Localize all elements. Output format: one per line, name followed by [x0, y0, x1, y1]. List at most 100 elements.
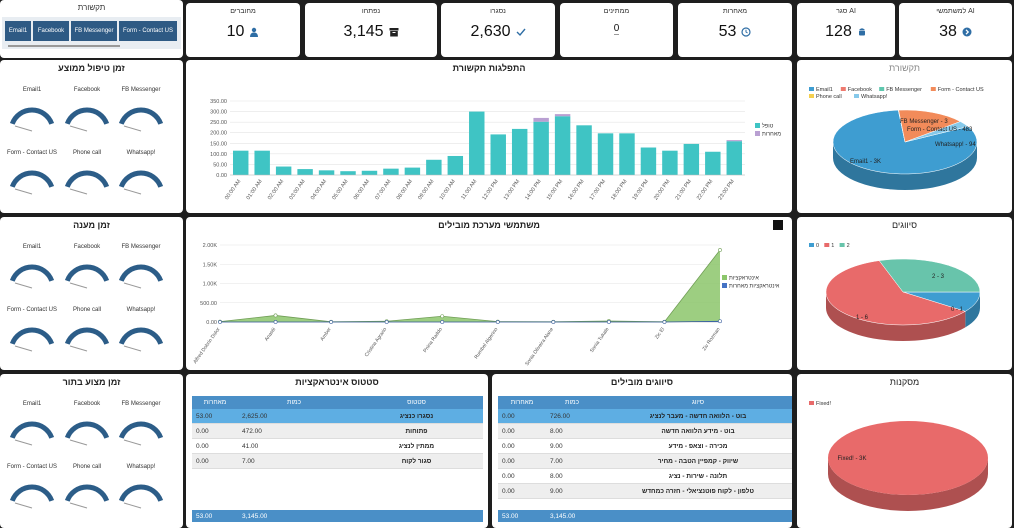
- chart-title: התפלגות תקשורת: [452, 63, 526, 73]
- kpi-label: נסגרו: [490, 8, 506, 15]
- legend-label: 0: [816, 243, 819, 249]
- bar: [576, 125, 592, 175]
- table-cell: 0.00: [498, 483, 546, 499]
- gauge-needle: [14, 502, 33, 509]
- bar: [383, 168, 399, 175]
- footer-row: 3,145.00 53.00: [192, 510, 483, 522]
- gauge-label: Whatsapp!: [127, 307, 156, 313]
- kpi-value: 0: [613, 23, 620, 35]
- slice-side: [833, 142, 977, 190]
- x-tick-label: Amber: [319, 326, 333, 342]
- x-tick-label: Sonia Oliveira Alane: [524, 327, 555, 368]
- gauges: Email1 Facebook FB Messenger Form - Contact…: [7, 244, 164, 352]
- point: [495, 320, 500, 324]
- x-tick-label: 11:00 AM: [460, 178, 478, 200]
- kpi-value: 10: [226, 23, 245, 40]
- gauge-needle: [123, 502, 142, 509]
- gauge-needle: [123, 125, 142, 132]
- x-tick-label: Sonia Tukale: [589, 327, 611, 354]
- icon-android-head: [858, 28, 865, 30]
- gauge-label: Form - Contact US: [7, 150, 57, 156]
- footer-cell: 53.00: [498, 510, 546, 522]
- table-title: סטטוס אינטראקציות: [295, 377, 379, 387]
- gauge-arc: [9, 327, 55, 345]
- point: [440, 314, 445, 319]
- gauge-needle: [14, 188, 33, 195]
- gauge-needle: [69, 345, 88, 352]
- x-tick-label: 20:00 PM: [653, 178, 672, 201]
- gauge-label: Facebook: [74, 87, 101, 93]
- legend-swatch: [879, 87, 885, 91]
- kpi-card: ממתינים 0: [560, 3, 673, 57]
- table-cell: 0.00: [192, 423, 238, 439]
- tab[interactable]: Email1: [5, 21, 31, 41]
- gauge-needle: [69, 125, 88, 132]
- icon-clock: [741, 27, 751, 37]
- point: [273, 320, 278, 324]
- kpi-label: ממתינים: [603, 8, 630, 15]
- bar: [726, 141, 742, 175]
- bar: [554, 114, 571, 117]
- x-tick-label: 00:00 AM: [224, 178, 242, 201]
- bar: [490, 134, 506, 175]
- x-tick-label: 22:00 PM: [696, 178, 715, 201]
- point: [440, 320, 445, 324]
- kpi-label: סגר AI: [836, 8, 856, 15]
- tab[interactable]: Facebook: [33, 21, 69, 41]
- table-cell: 41.00: [238, 438, 350, 454]
- point: [662, 320, 667, 324]
- table-cell: בוט - מידע הלוואה חדשה: [598, 423, 792, 439]
- point: [273, 313, 278, 318]
- legend-label: Phone call: [816, 94, 842, 100]
- bar: [640, 147, 657, 175]
- table-head: סיווג כמות מאחרות: [498, 396, 792, 409]
- table: סיווג כמות מאחרות בוט - הלוואה חדשה - מעבר …: [498, 396, 792, 499]
- x-tick-label: Ziv Rozman: [701, 327, 721, 352]
- gauge-arc: [64, 170, 110, 188]
- table-row: סגור לקוח 7.00 0.00: [192, 453, 483, 469]
- y-tick-label: 0.00: [206, 320, 217, 326]
- table-row: מכירה - וצאפ - מידע 9.00 0.00: [498, 438, 792, 454]
- table-panel: סטטוס אינטראקציות סטטוס כמות מאחרות נסגרו כנ…: [186, 374, 488, 528]
- legend-swatch: [854, 94, 859, 98]
- gauge-arc: [118, 327, 164, 345]
- footer-blank: [350, 510, 483, 522]
- point: [384, 320, 389, 324]
- y-tick-label: 200.00: [210, 131, 227, 137]
- kpi-icon: [741, 27, 751, 37]
- footer-cell: 3,145.00: [238, 510, 350, 522]
- legend-label: טופל: [762, 123, 774, 130]
- chart: Email1 - 3K FB Messenger - 3 Form - Contac…: [809, 87, 984, 190]
- legend-label: 1: [831, 243, 834, 249]
- x-tick-label: Pnina Raddo: [422, 327, 444, 354]
- kpi-row: 53: [678, 23, 792, 41]
- kpi-value: 3,145: [343, 23, 384, 40]
- kpi-label: מחוברים: [230, 8, 256, 15]
- point: [718, 248, 722, 252]
- bar: [469, 111, 485, 175]
- table-cell: ממתין לנציג: [350, 438, 483, 454]
- x-tick-label: 04:00 AM: [310, 178, 328, 201]
- bar: [318, 170, 335, 175]
- y-tick-label: 150.00: [210, 141, 227, 147]
- panel-title: תקשורת: [77, 3, 106, 12]
- legend-label: Form - Contact US: [938, 87, 984, 93]
- chart-title: משתמשי מערכת מובילים: [438, 220, 540, 230]
- legend-swatch: [809, 87, 814, 91]
- table-row: בוט - מידע הלוואה חדשה 8.00 0.00: [498, 423, 792, 439]
- gauge-arc: [118, 264, 164, 282]
- bar: [297, 169, 313, 175]
- table-panel: סיווגים מובילים סיווג כמות מאחרות בוט - הלוו…: [492, 374, 792, 528]
- kpi-value: 2,630: [470, 23, 511, 40]
- gauge-needle: [14, 345, 33, 352]
- gauge-label: Facebook: [74, 401, 101, 407]
- tab[interactable]: FB Messenger: [71, 21, 117, 41]
- bar: [275, 166, 292, 175]
- legend-swatch: [840, 87, 846, 91]
- panel-title: זמן מצוע בתור: [62, 377, 121, 387]
- gauge-arc: [64, 327, 110, 345]
- kpi-icon: [516, 28, 526, 37]
- gauge-arc: [118, 170, 164, 188]
- tab[interactable]: Form - Contact US: [119, 21, 177, 41]
